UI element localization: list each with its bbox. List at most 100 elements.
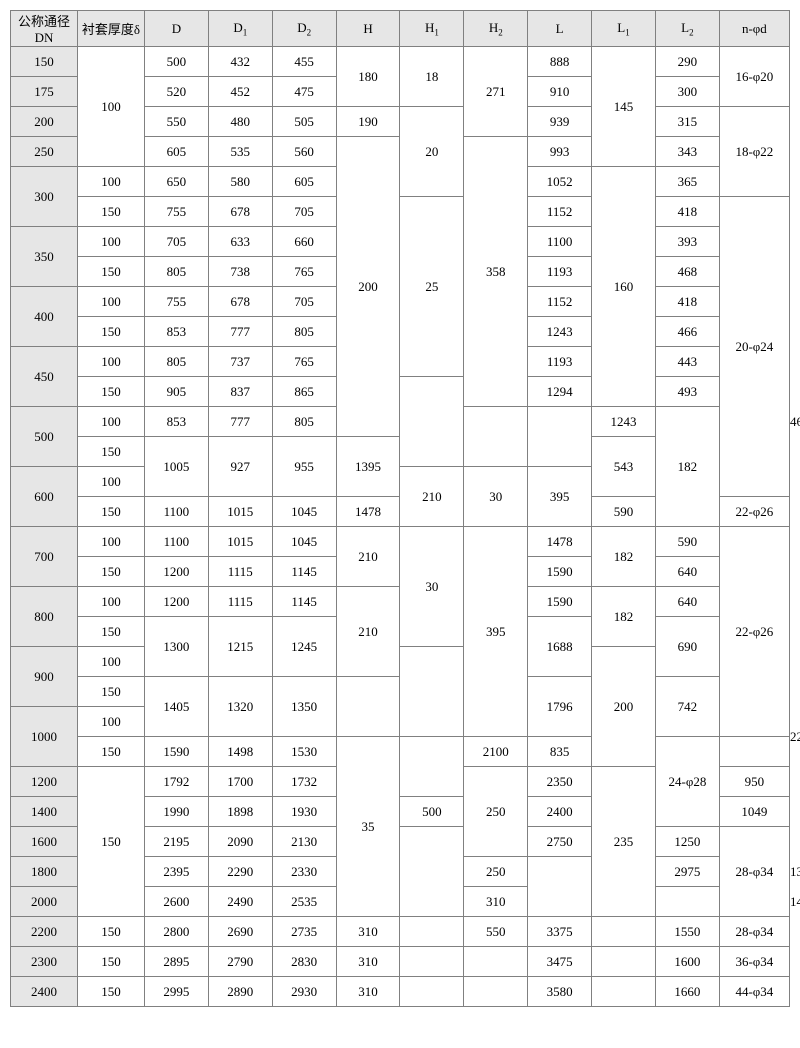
cell: 100 <box>77 287 144 317</box>
cell: 705 <box>144 227 208 257</box>
cell: 1215 <box>208 617 272 677</box>
cell: 2200 <box>11 917 78 947</box>
cell: 3475 <box>528 947 592 977</box>
cell: 2330 <box>272 857 336 887</box>
cell: 2830 <box>272 947 336 977</box>
col-d1: D1 <box>208 11 272 47</box>
cell: 100 <box>77 587 144 617</box>
cell: 600 <box>11 467 78 527</box>
cell: 705 <box>272 197 336 227</box>
cell: 1243 <box>592 407 656 437</box>
cell: 2490 <box>208 887 272 917</box>
cell: 1245 <box>272 617 336 677</box>
spec-table: 公称通径DN 衬套厚度δ D D1 D2 H H1 H2 L L1 L2 n-φ… <box>10 10 790 1007</box>
cell <box>464 947 528 977</box>
cell: 755 <box>144 287 208 317</box>
cell: 200 <box>336 137 400 437</box>
cell: 150 <box>77 497 144 527</box>
cell <box>400 737 464 797</box>
cell <box>400 977 464 1007</box>
cell: 235 <box>592 767 656 917</box>
cell: 393 <box>655 227 719 257</box>
cell: 1350 <box>272 677 336 737</box>
cell: 500 <box>11 407 78 467</box>
cell: 550 <box>464 917 528 947</box>
cell: 805 <box>144 347 208 377</box>
cell: 35 <box>336 737 400 917</box>
cell: 1100 <box>144 497 208 527</box>
cell: 738 <box>208 257 272 287</box>
cell: 24-φ28 <box>655 737 719 827</box>
cell: 1100 <box>144 527 208 557</box>
cell <box>400 917 464 947</box>
cell: 650 <box>144 167 208 197</box>
cell: 182 <box>655 407 719 527</box>
cell: 2400 <box>528 797 592 827</box>
cell: 1200 <box>144 587 208 617</box>
cell: 590 <box>592 497 656 527</box>
cell: 250 <box>464 767 528 857</box>
col-h2: H2 <box>464 11 528 47</box>
cell: 800 <box>11 587 78 647</box>
cell: 100 <box>77 347 144 377</box>
cell: 1145 <box>272 557 336 587</box>
cell: 1200 <box>11 767 78 797</box>
col-d: D <box>144 11 208 47</box>
cell: 2290 <box>208 857 272 887</box>
cell: 150 <box>77 977 144 1007</box>
cell: 1590 <box>528 557 592 587</box>
cell: 100 <box>77 47 144 167</box>
cell: 1498 <box>208 737 272 767</box>
cell: 150 <box>77 317 144 347</box>
cell: 418 <box>655 197 719 227</box>
cell: 1320 <box>208 677 272 737</box>
cell: 44-φ34 <box>719 977 789 1007</box>
cell: 150 <box>77 197 144 227</box>
cell: 777 <box>208 407 272 437</box>
cell: 2790 <box>208 947 272 977</box>
cell: 1478 <box>528 527 592 557</box>
cell: 418 <box>655 287 719 317</box>
cell: 150 <box>77 257 144 287</box>
cell: 150 <box>77 737 144 767</box>
cell: 1152 <box>528 197 592 227</box>
cell: 1115 <box>208 587 272 617</box>
col-l1: L1 <box>592 11 656 47</box>
cell: 1015 <box>208 527 272 557</box>
table-row: 150 755 678 705 25 1152 418 20-φ24 <box>11 197 790 227</box>
cell: 150 <box>77 617 144 647</box>
cell: 765 <box>272 257 336 287</box>
cell: 1800 <box>11 857 78 887</box>
cell <box>400 947 464 977</box>
cell: 2975 <box>655 857 719 887</box>
cell: 30 <box>400 527 464 647</box>
cell: 1250 <box>655 827 719 857</box>
cell: 480 <box>208 107 272 137</box>
cell: 939 <box>528 107 592 137</box>
cell: 1590 <box>528 587 592 617</box>
cell: 310 <box>336 977 400 1007</box>
cell: 910 <box>528 77 592 107</box>
cell: 2995 <box>144 977 208 1007</box>
cell <box>528 407 592 467</box>
cell: 365 <box>655 167 719 197</box>
cell: 1100 <box>528 227 592 257</box>
table-row: 150 905 837 865 1294 493 <box>11 377 790 407</box>
cell: 18 <box>400 47 464 107</box>
cell: 150 <box>77 917 144 947</box>
cell: 900 <box>11 647 78 707</box>
cell: 1115 <box>208 557 272 587</box>
cell: 2890 <box>208 977 272 1007</box>
cell: 350 <box>11 227 78 287</box>
cell: 1015 <box>208 497 272 527</box>
cell <box>400 827 464 917</box>
cell: 1792 <box>144 767 208 797</box>
cell: 150 <box>77 677 144 707</box>
cell: 1700 <box>208 767 272 797</box>
cell: 28-φ34 <box>719 917 789 947</box>
cell: 150 <box>11 47 78 77</box>
cell: 1405 <box>144 677 208 737</box>
cell: 450 <box>11 347 78 407</box>
cell: 888 <box>528 47 592 77</box>
cell <box>464 407 528 467</box>
